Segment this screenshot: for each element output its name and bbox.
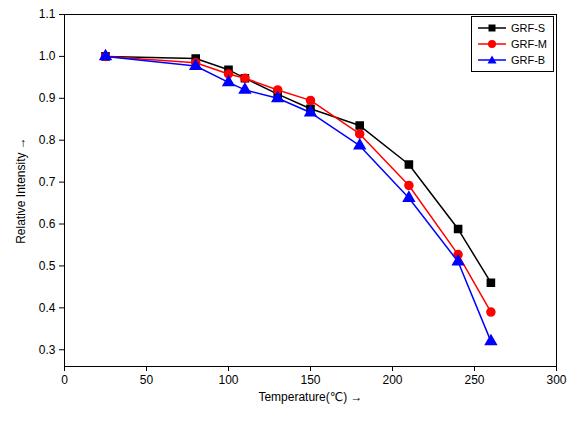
svg-text:200: 200 [382, 373, 402, 387]
svg-text:300: 300 [546, 373, 566, 387]
svg-text:0.7: 0.7 [39, 175, 56, 189]
svg-text:1.1: 1.1 [39, 7, 56, 21]
svg-text:0.4: 0.4 [39, 301, 56, 315]
svg-text:0.3: 0.3 [39, 343, 56, 357]
svg-text:50: 50 [140, 373, 154, 387]
svg-text:0.9: 0.9 [39, 91, 56, 105]
html-text:GRF-S: GRF-S [511, 22, 546, 34]
html-text:GRF-M: GRF-M [511, 38, 547, 50]
svg-text:0.6: 0.6 [39, 217, 56, 231]
svg-text:0: 0 [61, 373, 68, 387]
svg-text:Relative Intensity →: Relative Intensity → [14, 137, 28, 244]
svg-text:250: 250 [464, 373, 484, 387]
svg-text:150: 150 [300, 373, 320, 387]
html-text:GRF-B: GRF-B [511, 54, 546, 66]
svg-text:0.8: 0.8 [39, 133, 56, 147]
svg-text:1.0: 1.0 [39, 49, 56, 63]
svg-text:Temperature(℃) →: Temperature(℃) → [258, 390, 362, 404]
svg-text:100: 100 [218, 373, 238, 387]
svg-text:0.5: 0.5 [39, 259, 56, 273]
